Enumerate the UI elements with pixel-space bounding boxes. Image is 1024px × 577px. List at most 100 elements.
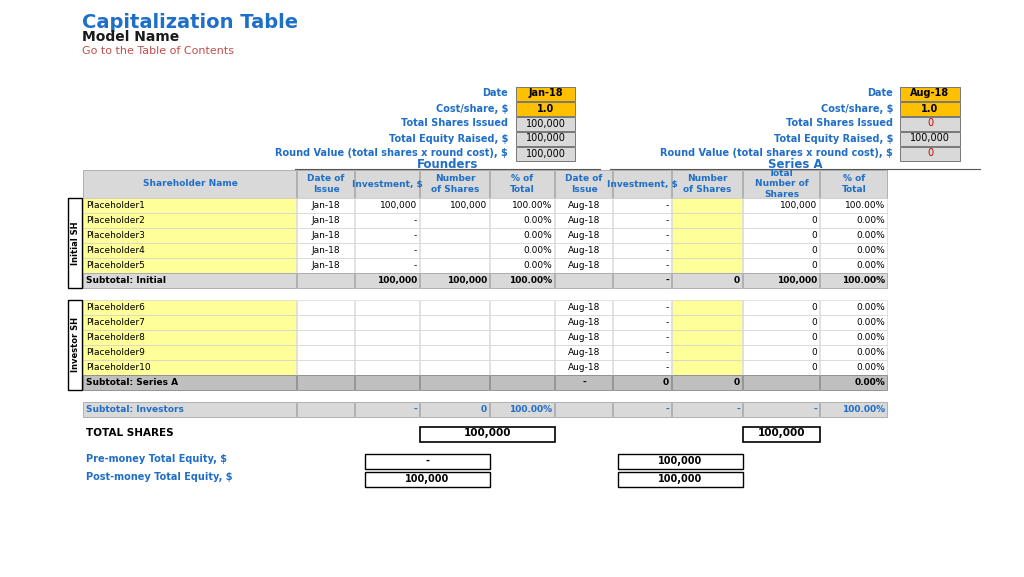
Bar — [516, 102, 575, 116]
Bar — [516, 87, 575, 101]
Text: Round Value (total shares x round cost), $: Round Value (total shares x round cost),… — [275, 148, 508, 159]
Text: Placeholder3: Placeholder3 — [86, 231, 144, 240]
Bar — [297, 360, 354, 375]
Text: Jan-18: Jan-18 — [311, 231, 340, 240]
Bar — [820, 402, 887, 417]
Bar — [820, 360, 887, 375]
Text: 100,000: 100,000 — [380, 201, 417, 210]
Text: 100.00%: 100.00% — [845, 201, 885, 210]
Text: Date: Date — [482, 88, 508, 99]
Bar — [820, 375, 887, 390]
Bar — [420, 360, 489, 375]
Bar — [900, 132, 961, 146]
Text: 100.00%: 100.00% — [842, 276, 885, 285]
Bar — [355, 315, 419, 330]
Text: Cost/share, $: Cost/share, $ — [820, 103, 893, 114]
Text: Subtotal: Investors: Subtotal: Investors — [86, 405, 184, 414]
Bar — [297, 198, 354, 213]
Text: 100.00%: 100.00% — [509, 276, 552, 285]
Bar — [555, 360, 612, 375]
Bar — [672, 228, 742, 243]
Bar — [555, 228, 612, 243]
Bar — [355, 345, 419, 360]
Text: -: - — [666, 405, 669, 414]
Text: Subtotal: Series A: Subtotal: Series A — [86, 378, 178, 387]
Bar — [743, 258, 819, 273]
Bar — [355, 300, 419, 315]
Text: Subtotal: Initial: Subtotal: Initial — [86, 276, 166, 285]
Bar — [820, 228, 887, 243]
Text: -: - — [582, 378, 586, 387]
Bar — [743, 427, 820, 442]
Bar — [297, 300, 354, 315]
Bar — [83, 330, 296, 345]
Bar — [743, 273, 819, 288]
Text: Placeholder8: Placeholder8 — [86, 333, 144, 342]
Text: Date of
Issue: Date of Issue — [565, 174, 603, 194]
Bar — [355, 228, 419, 243]
Bar — [355, 273, 419, 288]
Text: Total Shares Issued: Total Shares Issued — [786, 118, 893, 129]
Bar — [83, 375, 296, 390]
Bar — [355, 170, 419, 198]
Text: Aug-18: Aug-18 — [910, 88, 949, 99]
Bar — [743, 330, 819, 345]
Bar — [490, 213, 554, 228]
Bar — [490, 315, 554, 330]
Text: Aug-18: Aug-18 — [568, 231, 600, 240]
Bar — [820, 198, 887, 213]
Bar — [355, 198, 419, 213]
Bar — [297, 375, 354, 390]
Bar — [672, 360, 742, 375]
Bar — [613, 170, 671, 198]
Text: 0: 0 — [811, 246, 817, 255]
Bar — [900, 117, 961, 131]
Bar — [555, 273, 612, 288]
Bar — [820, 345, 887, 360]
Bar — [83, 300, 296, 315]
Text: -: - — [666, 318, 669, 327]
Text: -: - — [666, 216, 669, 225]
Bar — [613, 228, 671, 243]
Bar — [672, 315, 742, 330]
Bar — [555, 315, 612, 330]
Bar — [490, 375, 554, 390]
Text: 100.00%: 100.00% — [842, 405, 885, 414]
Bar — [672, 330, 742, 345]
Bar — [83, 198, 296, 213]
Bar — [420, 198, 489, 213]
Text: -: - — [666, 261, 669, 270]
Bar — [490, 360, 554, 375]
Text: 0.00%: 0.00% — [523, 261, 552, 270]
Bar — [555, 170, 612, 198]
Bar — [743, 213, 819, 228]
Bar — [297, 345, 354, 360]
Bar — [672, 375, 742, 390]
Text: Capitalization Table: Capitalization Table — [82, 13, 298, 32]
Bar — [743, 375, 819, 390]
Bar — [420, 243, 489, 258]
Bar — [613, 375, 671, 390]
Text: 0: 0 — [734, 378, 740, 387]
Text: Initial SH: Initial SH — [71, 221, 80, 265]
Bar — [83, 345, 296, 360]
Bar — [613, 360, 671, 375]
Bar — [613, 402, 671, 417]
Text: 0: 0 — [734, 276, 740, 285]
Bar — [355, 258, 419, 273]
Bar — [555, 243, 612, 258]
Bar — [743, 345, 819, 360]
Bar — [672, 273, 742, 288]
Text: Placeholder6: Placeholder6 — [86, 303, 144, 312]
Bar — [420, 402, 489, 417]
Text: Shareholder Name: Shareholder Name — [142, 179, 238, 189]
Text: TOTAL SHARES: TOTAL SHARES — [86, 428, 174, 437]
Bar — [83, 213, 296, 228]
Text: -: - — [666, 348, 669, 357]
Text: 100,000: 100,000 — [450, 201, 487, 210]
Bar — [613, 273, 671, 288]
Text: % of
Total: % of Total — [842, 174, 866, 194]
Text: 100,000: 100,000 — [525, 133, 565, 144]
Text: -: - — [666, 231, 669, 240]
Text: 0: 0 — [927, 118, 933, 129]
